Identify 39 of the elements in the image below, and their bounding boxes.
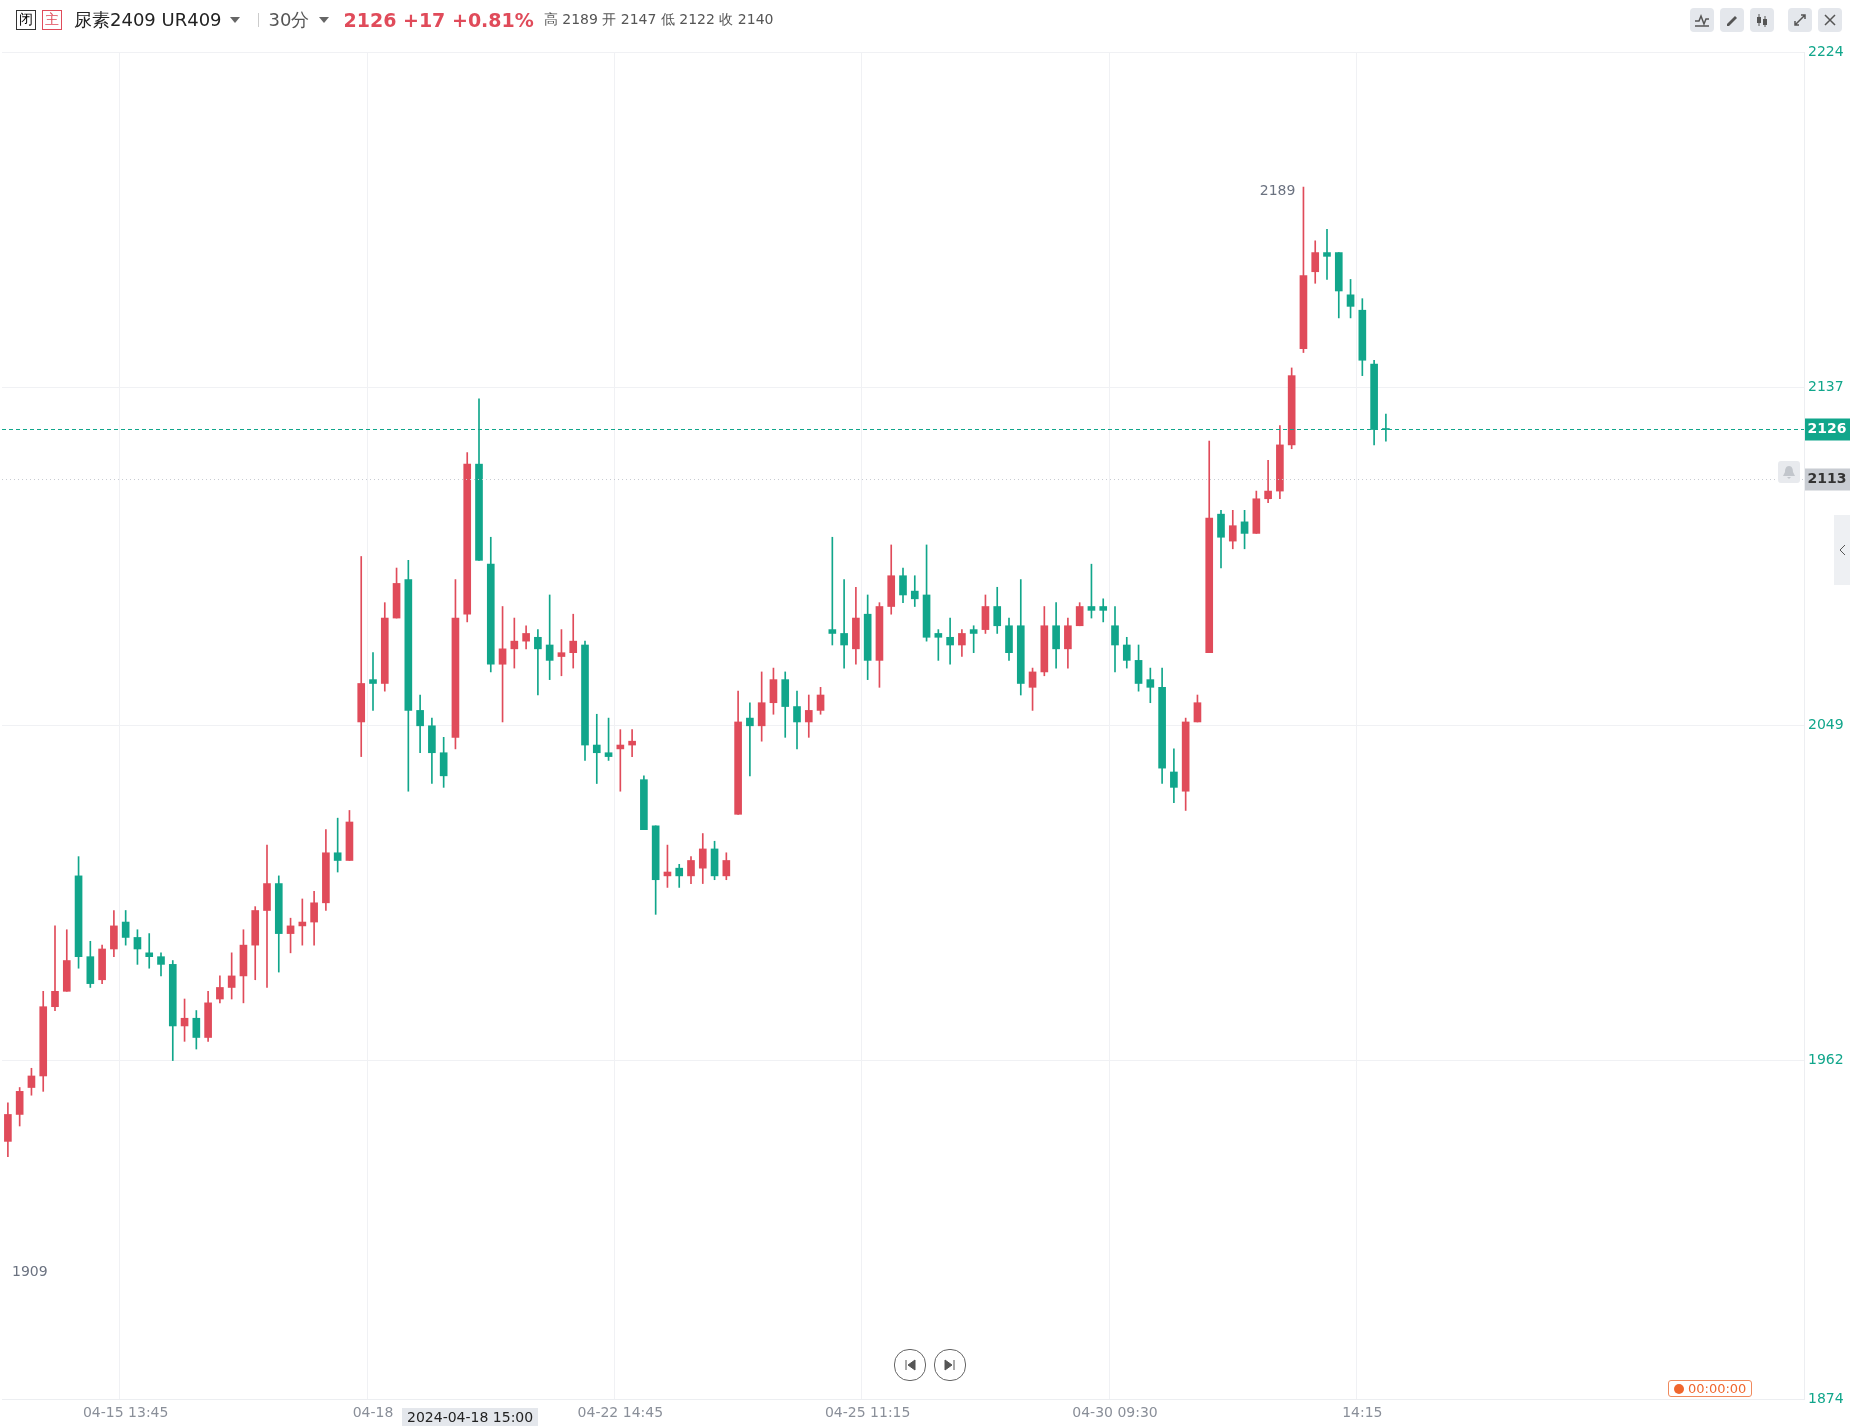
candlestick — [534, 629, 542, 696]
candlestick — [746, 702, 754, 777]
candlestick — [1323, 229, 1331, 280]
candlestick — [1264, 459, 1272, 503]
chart-title: 尿素2409 UR409 — [74, 8, 222, 32]
candlestick — [51, 925, 59, 1011]
text: 2024-04-18 15:00 — [402, 1408, 539, 1426]
candlestick — [840, 579, 848, 669]
y-tick-label: 1874 — [1808, 1389, 1844, 1406]
candlestick — [145, 933, 154, 969]
candlestick — [628, 729, 636, 757]
candlestick — [569, 613, 578, 669]
chart-subtitle: 30分 — [268, 8, 310, 32]
y-tick-label: 2224 — [1808, 43, 1844, 60]
annotation: 2189 — [1259, 181, 1296, 198]
candlestick — [357, 556, 366, 757]
x-tick-label: 04-22 14:45 — [577, 1404, 664, 1421]
annotation: 00:00:00 — [1668, 1380, 1753, 1397]
y-tick-label: 1962 — [1808, 1051, 1844, 1068]
candlestick — [592, 713, 601, 784]
x-tick-label: 04-18 — [352, 1404, 394, 1421]
candlestick — [1099, 598, 1108, 623]
annotation: 1909 — [12, 1262, 48, 1279]
x-tick-label: 04-30 09:30 — [1072, 1404, 1158, 1421]
text: 闭 — [16, 10, 36, 30]
x-tick-label: 04-15 13:45 — [82, 1404, 169, 1421]
text: 高 2189 开 2147 低 2122 收 2140 — [543, 11, 774, 29]
candlestick — [910, 575, 919, 607]
candlestick — [263, 844, 271, 988]
text: 2126 +17 +0.81% — [343, 9, 534, 31]
text: 主 — [42, 10, 62, 30]
ref-line-label: 2113 — [1807, 470, 1847, 487]
x-tick-label: 14:15 — [1342, 1404, 1383, 1421]
candlestick — [369, 652, 377, 711]
ref-line-label: 2126 — [1807, 420, 1847, 437]
candlestick — [946, 617, 954, 665]
y-tick-label: 2137 — [1808, 377, 1844, 394]
y-tick-label: 2049 — [1808, 716, 1844, 733]
x-tick-label: 04-25 11:15 — [824, 1404, 911, 1421]
